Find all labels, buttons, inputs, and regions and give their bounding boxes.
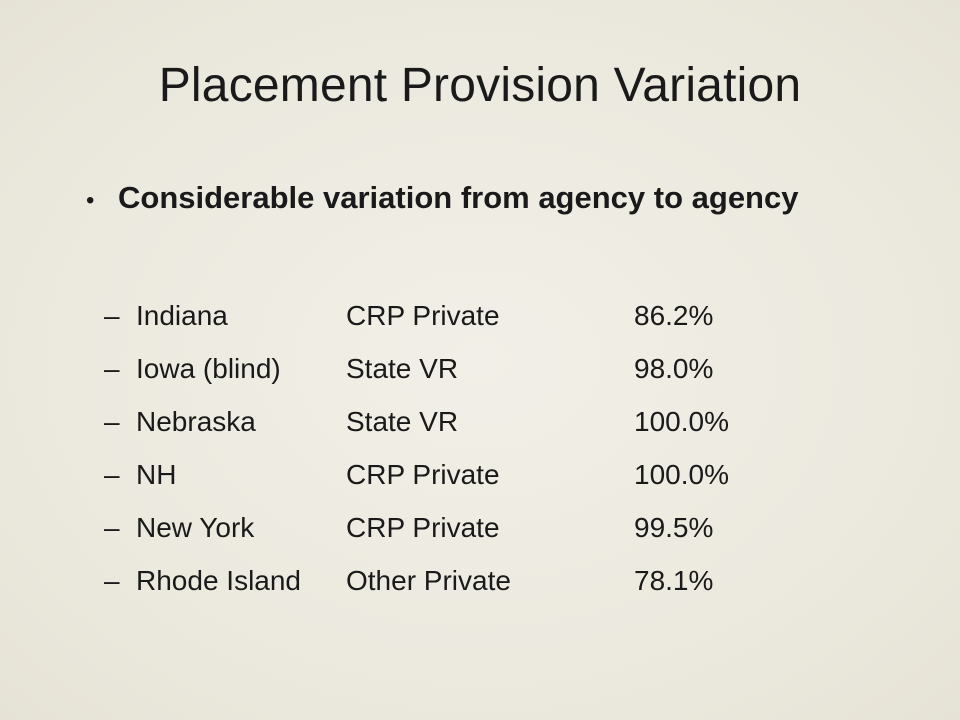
provider-type: CRP Private <box>346 512 500 543</box>
list-item: – NH CRP Private 100.0% <box>104 459 864 512</box>
agency-name: Rhode Island <box>136 565 302 596</box>
agency-name: Nebraska <box>136 406 256 437</box>
bullet-text: Considerable variation from agency to ag… <box>118 180 799 215</box>
dash-marker: – <box>104 300 120 331</box>
agency-name: New York <box>136 512 255 543</box>
list-item: – Nebraska State VR 100.0% <box>104 406 864 459</box>
list-item: – New York CRP Private 99.5% <box>104 512 864 565</box>
provider-type: State VR <box>346 406 459 437</box>
percent-value: 86.2% <box>634 300 714 331</box>
provider-type: State VR <box>346 353 459 384</box>
agency-name: Indiana <box>136 300 228 331</box>
percent-value: 98.0% <box>634 353 714 384</box>
percent-value: 99.5% <box>634 512 714 543</box>
dash-marker: – <box>104 406 120 437</box>
dash-marker: – <box>104 565 120 596</box>
provider-type: CRP Private <box>346 459 500 490</box>
list-item: – Indiana CRP Private 86.2% <box>104 300 864 353</box>
provider-type: CRP Private <box>346 300 500 331</box>
agency-name: Iowa (blind) <box>136 353 281 384</box>
agency-list: – Indiana CRP Private 86.2% – Iowa (blin… <box>104 300 864 618</box>
agency-name: NH <box>136 459 177 490</box>
dash-marker: – <box>104 459 120 490</box>
percent-value: 100.0% <box>634 459 729 490</box>
percent-value: 100.0% <box>634 406 729 437</box>
provider-type: Other Private <box>346 565 511 596</box>
list-item: – Rhode Island Other Private 78.1% <box>104 565 864 618</box>
list-item: – Iowa (blind) State VR 98.0% <box>104 353 864 406</box>
dash-marker: – <box>104 353 120 384</box>
slide-title: Placement Provision Variation <box>158 59 802 112</box>
dash-marker: – <box>104 512 120 543</box>
bullet-marker: • <box>86 187 95 214</box>
bullet-point: • Considerable variation from agency to … <box>86 180 798 216</box>
percent-value: 78.1% <box>634 565 714 596</box>
